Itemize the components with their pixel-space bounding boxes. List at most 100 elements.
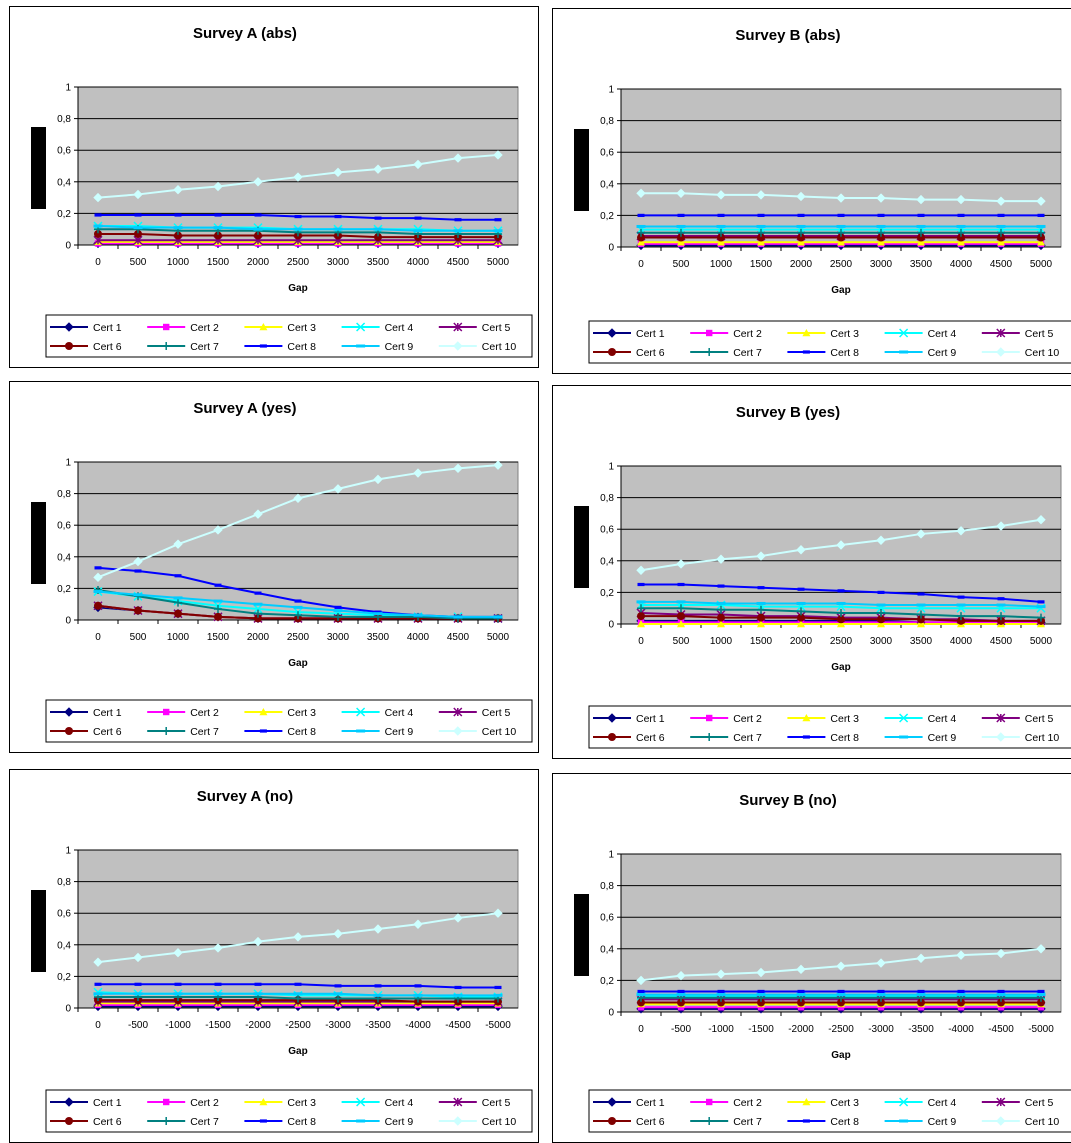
legend-label: Cert 2: [190, 322, 219, 334]
data-point: [717, 613, 725, 622]
y-tick-label: 0,6: [600, 148, 614, 159]
data-point: [254, 231, 262, 240]
data-point: [876, 224, 886, 228]
y-tick-label: 0,4: [57, 552, 71, 563]
legend: Cert 1 Cert 2 Cert 3 Cert 4 Cert 5 Cert 6 Cert…: [588, 1089, 1071, 1133]
chart-svg: Survey B (no) 0 0,2 0,4 0,6 0,8 1 0 -500 -1000 -15…: [574, 792, 1071, 1133]
data-point: [677, 233, 685, 242]
legend-marker: [162, 727, 171, 735]
data-point: [796, 224, 806, 228]
data-point: [493, 150, 503, 160]
data-point: [917, 213, 925, 217]
series-cert-10: [93, 150, 503, 203]
x-tick-label: -2000: [788, 1024, 814, 1035]
data-point: [93, 957, 103, 967]
data-point: [214, 213, 222, 217]
legend-marker: [356, 1119, 366, 1123]
data-point: [917, 228, 925, 237]
legend-label: Cert 3: [830, 713, 859, 725]
data-point: [253, 936, 263, 947]
legend-item-cert-1: Cert 1: [593, 713, 665, 725]
x-tick-label: -4500: [445, 1020, 471, 1031]
x-tick-label: 3000: [870, 259, 893, 270]
legend-label: Cert 8: [830, 1116, 859, 1128]
data-point: [877, 989, 885, 994]
chart-title: Survey B (abs): [735, 27, 840, 44]
legend-marker: [899, 713, 909, 723]
data-point: [494, 985, 502, 990]
series-cert-8: [637, 582, 1045, 604]
x-tick-label: 1500: [750, 259, 773, 270]
data-point: [453, 463, 463, 474]
legend-marker: [356, 344, 366, 348]
y-tick-label: 1: [65, 458, 71, 469]
series-cert-9: [636, 224, 1046, 228]
data-point: [757, 989, 765, 994]
chart-panel-survey-a-no: Survey A (no) 0 0,2 0,4 0,6 0,8 1 0 -500 -1000 -15…: [9, 769, 539, 1143]
plot-area: [77, 86, 519, 246]
x-tick-label: 5000: [1030, 636, 1053, 647]
data-point: [637, 582, 645, 587]
legend-label: Cert 10: [1025, 732, 1060, 744]
y-tick-label: 0: [65, 241, 71, 252]
data-point: [637, 620, 645, 628]
data-point: [677, 238, 685, 246]
data-point: [1037, 238, 1045, 246]
chart-svg: Survey A (no) 0 0,2 0,4 0,6 0,8 1 0 -500 -1000 -15…: [31, 788, 533, 1133]
data-point: [916, 224, 926, 228]
x-tick-label: 0: [95, 632, 101, 643]
data-point: [997, 998, 1005, 1007]
data-point: [796, 601, 806, 605]
y-tick-label: 0,6: [600, 913, 614, 924]
data-point: [797, 213, 805, 217]
x-tick-label: 1500: [750, 636, 773, 647]
data-point: [173, 947, 183, 958]
data-point: [493, 908, 503, 918]
legend-item-cert-3: Cert 3: [244, 1097, 316, 1109]
legend-label: Cert 2: [733, 328, 762, 340]
data-point: [453, 913, 463, 923]
legend-label: Cert 3: [830, 1097, 859, 1109]
x-tick-label: 1500: [207, 257, 230, 268]
legend-label: Cert 1: [93, 1097, 122, 1109]
data-point: [453, 229, 463, 233]
data-point: [253, 992, 263, 996]
data-point: [917, 238, 925, 246]
data-point: [876, 603, 886, 607]
legend-label: Cert 8: [287, 1116, 316, 1128]
data-point: [294, 982, 302, 986]
legend-marker: [163, 323, 170, 331]
legend-label: Cert 8: [830, 347, 859, 359]
data-point: [876, 535, 886, 545]
legend-label: Cert 1: [93, 322, 122, 334]
series-cert-6: [637, 998, 1045, 1007]
data-point: [876, 193, 886, 203]
data-point: [837, 589, 845, 593]
legend-label: Cert 2: [190, 707, 219, 719]
legend-marker: [607, 713, 617, 723]
series-cert-9: [93, 224, 503, 233]
data-point: [956, 526, 966, 536]
legend-marker: [706, 329, 713, 337]
data-point: [493, 615, 503, 619]
data-point: [413, 229, 423, 233]
data-point: [293, 227, 303, 231]
legend-label: Cert 6: [636, 347, 665, 359]
y-tick-label: 0,8: [600, 116, 614, 127]
legend-label: Cert 8: [287, 726, 316, 738]
data-point: [214, 583, 222, 587]
x-tick-label: -3000: [868, 1024, 894, 1035]
data-point: [756, 551, 766, 561]
data-point: [797, 620, 805, 628]
y-tick-label: 0,2: [600, 211, 614, 222]
data-point: [133, 556, 143, 567]
x-tick-label: 3000: [870, 636, 893, 647]
legend-marker: [163, 708, 170, 716]
data-point: [294, 994, 302, 1003]
legend-item-cert-8: Cert 8: [244, 341, 316, 353]
x-tick-label: 0: [638, 259, 644, 270]
chart-panel-survey-b-abs: Survey B (abs) 0 0,2 0,4 0,6 0,8 1 0 500 1000 1500…: [552, 8, 1071, 374]
legend-marker: [356, 1097, 366, 1107]
legend-item-cert-5: Cert 5: [438, 707, 511, 719]
data-point: [414, 984, 422, 988]
